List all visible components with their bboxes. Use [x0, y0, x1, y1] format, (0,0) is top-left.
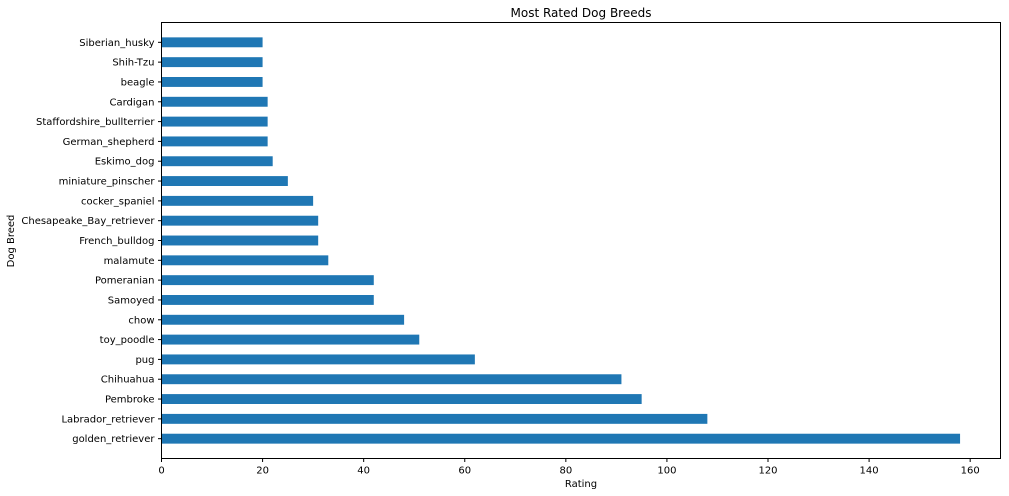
y-tick-label: Cardigan — [110, 97, 155, 108]
bar-toy_poodle — [161, 334, 420, 345]
bar-German_shepherd — [161, 136, 268, 147]
bar-French_bulldog — [161, 235, 319, 246]
y-tick-label: beagle — [121, 77, 155, 88]
y-axis-label: Dog Breed — [6, 215, 17, 268]
bar-cocker_spaniel — [161, 195, 314, 206]
x-tick-label: 60 — [458, 466, 471, 477]
bar-Samoyed — [161, 295, 374, 305]
y-tick-label: chow — [128, 315, 154, 326]
bar-Eskimo_dog — [161, 156, 273, 167]
x-tick-label: 140 — [860, 466, 879, 477]
y-tick-label: Shih-Tzu — [112, 58, 154, 69]
y-tick-label: golden_retriever — [72, 434, 155, 445]
x-tick-label: 160 — [961, 466, 980, 477]
y-tick-label: miniature_pinscher — [59, 177, 156, 188]
bar-golden_retriever — [161, 433, 961, 444]
y-tick-label: malamute — [104, 256, 155, 267]
bar-Cardigan — [161, 96, 268, 107]
bars-layer — [161, 37, 961, 444]
bar-Siberian_husky — [161, 37, 263, 48]
y-tick-label: toy_poodle — [100, 335, 155, 346]
y-tick-label: cocker_spaniel — [81, 196, 155, 207]
bar-Pomeranian — [161, 275, 374, 286]
bar-pug — [161, 354, 475, 365]
bar-miniature_pinscher — [161, 176, 288, 186]
y-tick-label: Staffordshire_bullterrier — [36, 117, 155, 128]
bar-Labrador_retriever — [161, 413, 708, 424]
bar-Chesapeake_Bay_retriever — [161, 215, 319, 226]
y-tick-label: pug — [135, 355, 154, 366]
x-tick-label: 100 — [657, 466, 676, 477]
bar-Pembroke — [161, 394, 642, 404]
x-axis-label: Rating — [565, 479, 597, 490]
bar-malamute — [161, 255, 329, 266]
bar-Staffordshire_bullterrier — [161, 116, 268, 127]
bar-chow — [161, 314, 405, 325]
plot-area-frame — [161, 22, 1001, 459]
y-tick-label: French_bulldog — [79, 236, 154, 247]
y-tick-label: Labrador_retriever — [61, 414, 155, 425]
y-tick-label: Chihuahua — [101, 375, 155, 386]
x-tick-label: 40 — [357, 466, 370, 477]
y-tick-label: Pembroke — [105, 395, 155, 406]
y-tick-label: Siberian_husky — [79, 38, 154, 49]
x-tick-label: 80 — [559, 466, 572, 477]
x-tick-label: 20 — [256, 466, 269, 477]
chart-title: Most Rated Dog Breeds — [511, 6, 652, 20]
x-tick-label: 120 — [758, 466, 777, 477]
y-tick-label: German_shepherd — [63, 137, 155, 148]
bar-Chihuahua — [161, 374, 622, 385]
ticks-layer: golden_retriever Labrador_retriever Pembro… — [21, 38, 979, 477]
bar-Shih-Tzu — [161, 57, 263, 68]
x-tick-label: 0 — [158, 466, 164, 477]
y-tick-label: Pomeranian — [95, 276, 155, 287]
y-tick-label: Eskimo_dog — [95, 157, 155, 168]
y-tick-label: Chesapeake_Bay_retriever — [21, 216, 155, 227]
bar-beagle — [161, 77, 263, 87]
y-tick-label: Samoyed — [108, 295, 155, 306]
